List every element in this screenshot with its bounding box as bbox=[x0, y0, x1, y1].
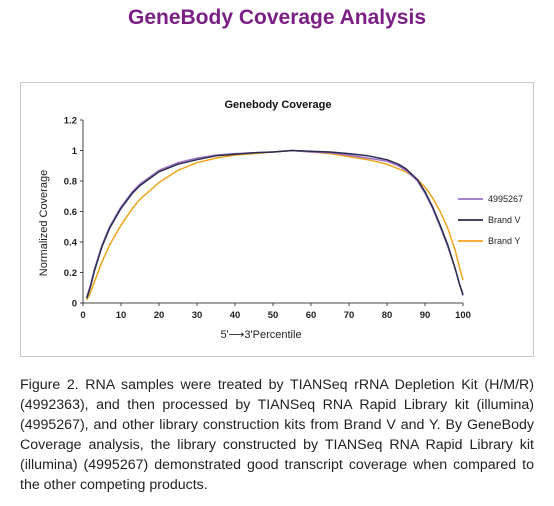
x-axis-title: 5'⟶3'Percentile bbox=[220, 329, 301, 341]
legend-label: 4995267 bbox=[488, 194, 523, 204]
series-line-brand-v bbox=[86, 149, 464, 299]
figure-caption: Figure 2. RNA samples were treated by TI… bbox=[20, 377, 534, 493]
x-tick-label: 30 bbox=[192, 310, 203, 321]
x-tick-label: 60 bbox=[306, 310, 317, 321]
legend-label: Brand Y bbox=[488, 236, 520, 246]
genebody-coverage-chart: Genebody Coverage 0 10 20 30 40 50 60 70 80 90 100… bbox=[38, 99, 523, 341]
x-tick-label: 100 bbox=[455, 310, 471, 321]
page-title: GeneBody Coverage Analysis bbox=[128, 6, 426, 29]
x-tick-label: 80 bbox=[382, 310, 393, 321]
y-tick-label: 0.2 bbox=[64, 268, 77, 279]
y-tick-label: 0.8 bbox=[64, 177, 77, 188]
x-tick-label: 90 bbox=[420, 310, 431, 321]
y-axis-title: Normalized Coverage bbox=[38, 170, 50, 276]
y-tick-label: 1 bbox=[72, 146, 78, 157]
y-tick-label: 1.2 bbox=[64, 116, 77, 127]
y-tick-label: 0 bbox=[72, 299, 77, 310]
x-tick-label: 10 bbox=[116, 310, 127, 321]
legend-label: Brand V bbox=[488, 215, 521, 225]
chart-title: Genebody Coverage bbox=[225, 99, 332, 111]
x-tick-label: 20 bbox=[154, 310, 165, 321]
x-tick-label: 0 bbox=[80, 310, 85, 321]
y-tick-label: 0.4 bbox=[64, 238, 78, 249]
chart-frame: Genebody Coverage 0 10 20 30 40 50 60 70 80 90 100… bbox=[20, 82, 534, 357]
x-tick-label: 70 bbox=[344, 310, 355, 321]
series-line-brand-y bbox=[86, 149, 464, 301]
x-tick-label: 40 bbox=[230, 310, 241, 321]
x-tick-label: 50 bbox=[268, 310, 279, 321]
y-tick-label: 0.6 bbox=[64, 207, 77, 218]
